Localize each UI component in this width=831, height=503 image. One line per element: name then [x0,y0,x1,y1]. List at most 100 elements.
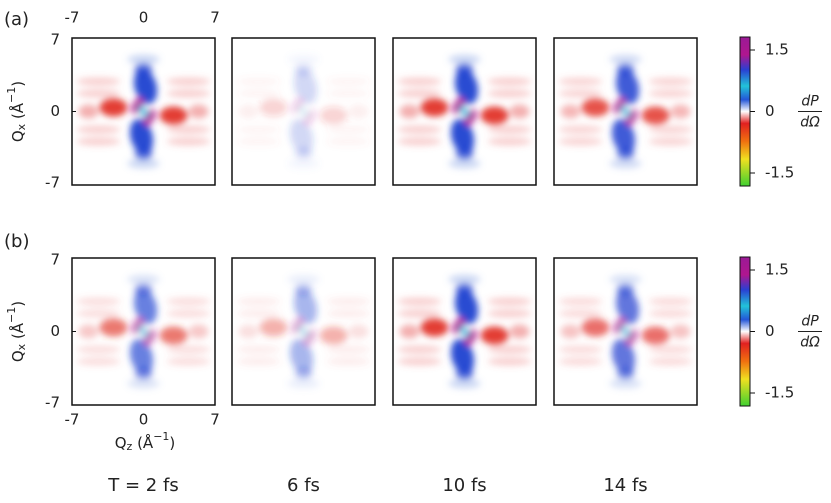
heat-blob [319,326,348,345]
y-axis-label: Qx (Å−1) [5,81,28,142]
heat-blob [326,77,371,86]
heat-blob [294,147,313,160]
heat-blob [648,309,693,318]
heat-blob [188,324,209,339]
heat-blob [236,309,281,318]
heat-blob [236,345,281,354]
heat-blob [558,357,603,366]
heat-blob [487,345,532,354]
heat-blob [611,118,636,155]
heatmap [558,54,693,169]
y-tick-label: 0 [50,322,60,340]
heat-blob [609,378,642,389]
heat-blob [448,54,481,65]
heat-blob [648,77,693,86]
heat-blob [560,104,581,119]
heat-blob [487,297,532,306]
y-tick-label: -7 [45,174,60,192]
heat-blob [326,297,371,306]
heat-blob [616,367,635,380]
heat-blob [487,125,532,134]
heat-blob [236,125,281,134]
heat-blob [609,274,642,285]
heat-blob [127,274,160,285]
heat-blob [397,309,442,318]
label-part: Q [9,130,27,142]
heat-blob [648,297,693,306]
heat-blob [480,326,509,345]
heat-blob [76,137,121,146]
heat-blob [509,104,530,119]
heat-blob [129,118,154,155]
heat-blob [397,137,442,146]
heat-blob [134,147,153,160]
heat-blob [487,89,532,98]
heat-blob [134,63,153,76]
heatmap [558,274,693,389]
heat-blob [397,77,442,86]
heat-blob [293,68,318,105]
heat-blob [76,345,121,354]
heat-blob [238,324,259,339]
heat-blob [455,63,474,76]
panel-frame [392,37,537,186]
heat-blob [166,309,211,318]
x-tick-label: -7 [65,9,80,27]
heat-blob [648,345,693,354]
heat-blob [326,357,371,366]
heat-blob [127,378,160,389]
heat-blob [76,125,121,134]
y-tick-label: 7 [50,31,60,49]
heat-blob [294,63,313,76]
heat-blob [326,345,371,354]
label-part: Q [9,350,27,362]
heat-blob [450,118,475,155]
colorbar-tick-label: 1.5 [765,41,789,59]
label-sub: x [15,343,28,350]
heat-blob [76,89,121,98]
heat-blob [76,357,121,366]
heat-blob [137,324,150,339]
heat-blob [166,357,211,366]
heat-blob [236,77,281,86]
heat-blob [558,345,603,354]
heat-blob [76,309,121,318]
heat-blob [397,89,442,98]
heat-blob [287,158,320,169]
heat-blob [558,125,603,134]
heat-blob [619,324,632,339]
heat-blob [76,77,121,86]
heat-blob [259,98,288,117]
label-sup: −1 [153,430,169,443]
heat-blob [399,324,420,339]
heat-blob [558,297,603,306]
x-tick-label: 0 [139,411,149,429]
heatmap [236,54,371,169]
heat-blob [616,283,635,296]
heat-blob [581,318,610,337]
heat-blob [616,147,635,160]
heat-blob [297,324,310,339]
heat-blob [236,297,281,306]
panel-label: (b) [4,231,29,252]
heat-blob [319,106,348,125]
heat-blob [287,378,320,389]
panel-label: (a) [4,9,29,30]
heat-blob [611,338,636,375]
heat-blob [348,324,369,339]
heat-blob [259,318,288,337]
panel-frame [553,37,698,186]
heat-blob [448,274,481,285]
heat-blob [166,125,211,134]
heat-blob [166,297,211,306]
time-label: 14 fs [603,475,647,496]
heat-blob [134,283,153,296]
heat-blob [133,68,158,105]
heat-blob [558,77,603,86]
label-part: Q [115,434,127,452]
heat-blob [615,288,640,325]
label-sup: −1 [5,87,18,103]
heat-blob [641,326,670,345]
heat-blob [420,98,449,117]
colorbar-label: dP [801,94,819,110]
